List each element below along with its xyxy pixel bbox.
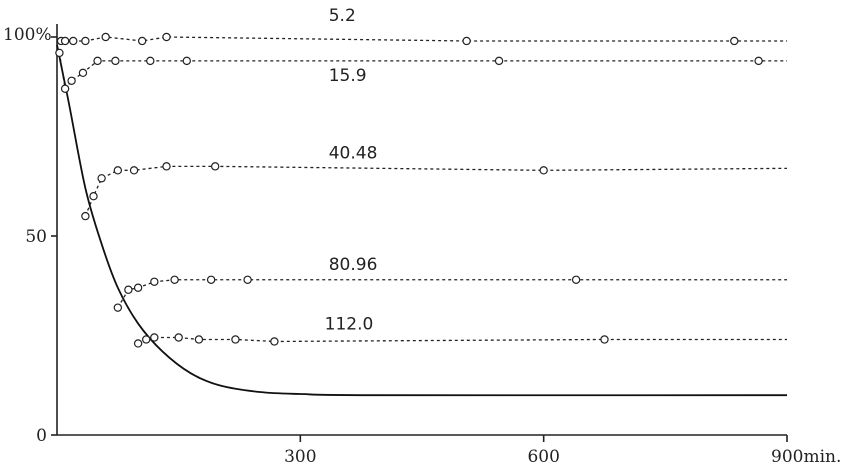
data-point: [133, 339, 143, 348]
series-label: 15.9: [329, 66, 367, 86]
x-tick-label: 600: [527, 447, 559, 466]
data-point: [754, 56, 763, 66]
data-point: [113, 303, 123, 312]
data-point: [462, 36, 471, 46]
data-point: [101, 32, 110, 42]
data-point: [78, 68, 88, 78]
data-point: [81, 36, 90, 46]
x-tick-label: 300: [284, 447, 316, 466]
data-point: [60, 84, 70, 93]
series-lines: [56, 36, 788, 397]
y-tick-label: 50: [25, 227, 47, 247]
series-label: 112.0: [325, 315, 374, 335]
data-point: [162, 32, 171, 42]
data-point: [174, 333, 183, 342]
data-point: [162, 162, 171, 171]
data-point: [81, 211, 90, 221]
labels: 5.2 15.9 40.48 80.96 112.0: [325, 6, 378, 334]
data-point: [494, 56, 504, 66]
data-point: [150, 333, 159, 342]
series-label: 40.48: [329, 143, 378, 163]
data-point: [146, 56, 155, 66]
data-point: [231, 335, 240, 344]
series-line-40-48: [84, 165, 788, 217]
data-point: [600, 335, 609, 344]
data-point: [243, 275, 252, 284]
decay-curve: [56, 44, 788, 397]
data-point: [113, 166, 123, 175]
y-tick-label: 0: [36, 426, 47, 446]
data-point: [69, 36, 78, 46]
x-tick-label: 900min.: [771, 447, 841, 466]
data-point: [89, 191, 98, 201]
data-point: [194, 335, 204, 344]
y-tick-label: 100%: [3, 25, 52, 45]
data-point: [137, 36, 147, 46]
data-point: [730, 36, 739, 46]
series-points: [55, 32, 763, 348]
data-point: [111, 56, 120, 66]
data-point: [55, 48, 64, 58]
axes: 300 600 900min. 0 50 100%: [3, 24, 841, 466]
series-label: 80.96: [329, 255, 378, 275]
data-point: [67, 76, 76, 85]
data-point: [142, 335, 151, 344]
data-point: [129, 166, 139, 175]
series-line-15-9: [58, 52, 787, 91]
data-point: [539, 166, 548, 175]
data-point: [571, 275, 581, 284]
data-point: [210, 162, 220, 171]
series-line-80-96: [117, 279, 787, 308]
data-point: [133, 283, 143, 292]
data-point: [60, 36, 70, 46]
data-point: [270, 337, 279, 346]
data-point: [170, 275, 179, 284]
data-point: [93, 56, 102, 66]
series-label: 5.2: [329, 6, 356, 26]
data-point: [206, 275, 216, 284]
data-point: [150, 277, 159, 286]
data-point: [182, 56, 191, 66]
data-point: [124, 285, 133, 294]
data-point: [97, 174, 106, 183]
